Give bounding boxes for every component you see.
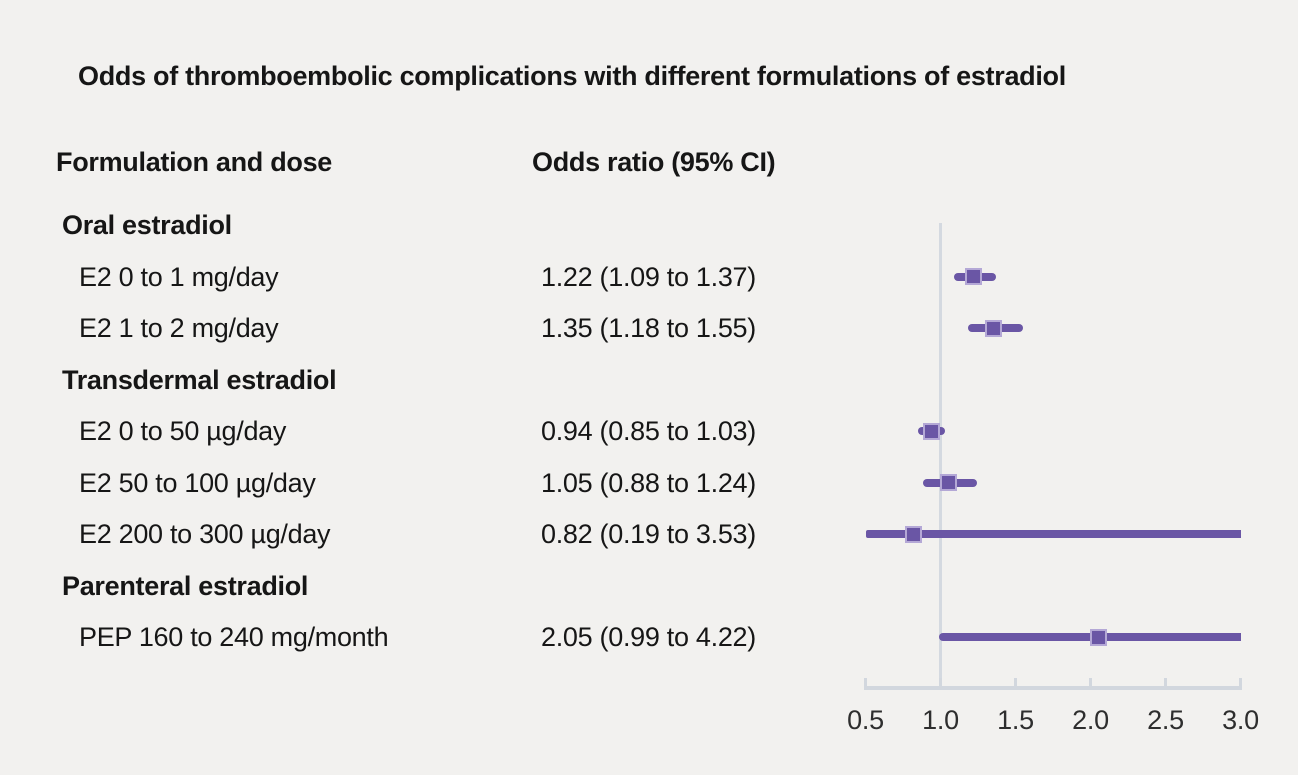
estimate-marker xyxy=(984,319,1002,337)
row-label: E2 1 to 2 mg/day xyxy=(79,313,279,343)
estimate-marker xyxy=(939,474,957,491)
row-value: 1.05 (0.88 to 1.24) xyxy=(541,467,756,498)
axis-tick xyxy=(1239,678,1242,686)
row-label: Parenteral estradiol xyxy=(62,570,309,601)
column-header-formulation: Formulation and dose xyxy=(56,147,333,177)
row-label: E2 50 to 100 µg/day xyxy=(79,467,316,498)
axis-tick-label: 2.0 xyxy=(1072,705,1109,735)
row-value: 1.35 (1.18 to 1.55) xyxy=(541,313,756,343)
row-label: E2 200 to 300 µg/day xyxy=(79,519,331,549)
chart-title: Odds of thromboembolic complications wit… xyxy=(78,61,1066,91)
reference-line xyxy=(939,223,942,687)
axis-tick-label: 3.0 xyxy=(1222,705,1259,735)
axis-tick xyxy=(939,678,942,686)
row-label: PEP 160 to 240 mg/month xyxy=(79,622,389,652)
estimate-marker xyxy=(905,525,922,543)
row-label: E2 0 to 1 mg/day xyxy=(79,261,279,292)
row-value: 2.05 (0.99 to 4.22) xyxy=(541,622,756,652)
axis-tick-label: 1.0 xyxy=(922,705,959,735)
row-label: Oral estradiol xyxy=(62,210,232,240)
column-header-odds: Odds ratio (95% CI) xyxy=(532,147,776,177)
axis-tick-label: 1.5 xyxy=(997,705,1034,735)
axis-tick xyxy=(1089,678,1092,686)
estimate-marker xyxy=(1089,628,1107,646)
row-value: 0.82 (0.19 to 3.53) xyxy=(541,519,756,549)
estimate-marker xyxy=(965,268,982,285)
ci-line xyxy=(865,530,1241,538)
axis-tick xyxy=(864,678,867,686)
row-label: E2 0 to 50 µg/day xyxy=(79,416,287,446)
row-value: 1.22 (1.09 to 1.37) xyxy=(541,261,756,292)
axis-tick xyxy=(1164,678,1167,686)
axis-tick-label: 2.5 xyxy=(1147,705,1184,735)
axis-tick-label: 0.5 xyxy=(847,705,884,735)
axis-tick xyxy=(1014,678,1017,686)
estimate-marker xyxy=(923,422,940,440)
x-axis-line xyxy=(864,686,1242,690)
row-label: Transdermal estradiol xyxy=(62,364,337,395)
row-value: 0.94 (0.85 to 1.03) xyxy=(541,416,756,446)
